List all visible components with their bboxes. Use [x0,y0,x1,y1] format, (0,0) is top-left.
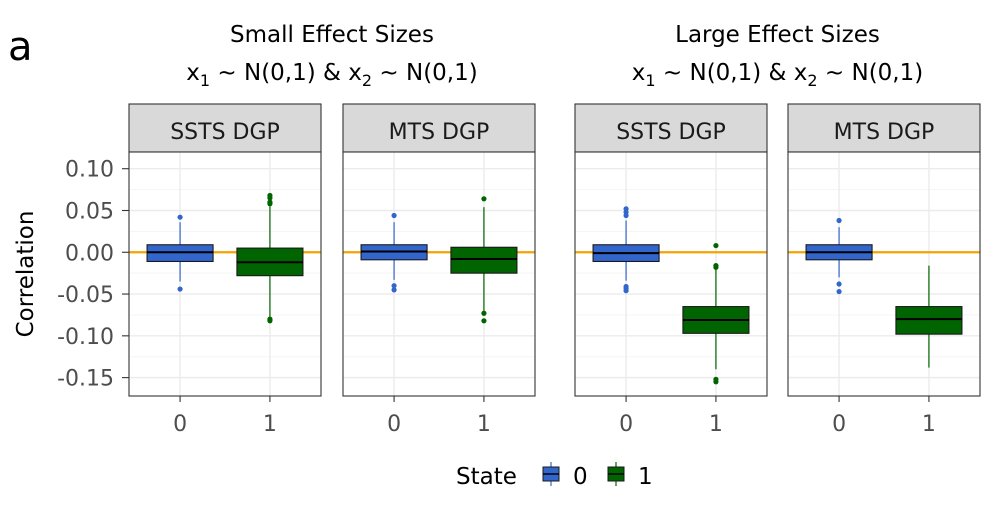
group-subtitle: x1 ~ N(0,1) & x2 ~ N(0,1) [632,60,923,90]
y-axis-title: Correlation [13,211,39,338]
panel-border [574,151,768,397]
y-tick-label: 0.00 [65,241,114,266]
y-tick-label: 0.10 [65,158,114,183]
box-iqr [895,306,963,335]
outlier-point [177,286,183,292]
x2-distribution: ~ N(0,1) [372,60,478,86]
y-tick-label: 0.05 [65,199,114,224]
facet-panel: MTS DGP 0 1 [342,103,536,437]
outlier-point [267,195,273,201]
outlier-point [481,318,487,324]
facet-panel: SSTS DGP 0 1 [128,103,322,437]
legend-key-0 [542,462,560,486]
outlier-point [836,281,842,287]
legend-label: 0 [573,464,588,490]
outlier-point [391,287,397,293]
x-tick-label: 1 [263,412,277,437]
facet-strip-label: MTS DGP [834,120,935,145]
x-tick-label: 1 [922,412,936,437]
facet-strip-label: SSTS DGP [170,120,280,145]
x2-subscript: 2 [807,71,817,90]
x1-subscript: 1 [645,71,655,90]
facet-strip-label: MTS DGP [389,120,490,145]
panel-border [342,151,536,397]
outlier-point [267,318,273,324]
outlier-point [713,379,719,385]
x-tick-label: 0 [173,412,187,437]
legend-title: State [456,464,517,490]
outlier-point [177,214,183,220]
x-tick-label: 0 [387,412,401,437]
boxplot-state-1 [895,265,963,368]
outlier-point [836,217,842,224]
panel-border [128,151,322,397]
panel-border [787,151,981,397]
outlier-point [481,196,487,202]
outlier-point [391,212,397,219]
outlier-point [623,212,629,219]
facet-strip-label: SSTS DGP [616,120,726,145]
x2-distribution: ~ N(0,1) [818,60,924,86]
panel-tag: a [8,24,33,70]
x2-subscript: 2 [362,71,372,90]
y-tick-label: -0.10 [57,325,114,350]
boxplot-state-1 [236,192,304,324]
box-iqr [450,246,518,274]
x-tick-label: 0 [619,412,633,437]
group-title: Large Effect Sizes [675,22,880,48]
facet-panel: MTS DGP 0 1 [787,103,981,437]
x1-symbol: x [186,60,200,86]
facet-panel: SSTS DGP 0 1 [574,103,768,437]
x2-symbol: x [348,60,362,86]
plot-background [788,152,980,396]
outlier-point [481,310,487,316]
x1-distribution: ~ N(0,1) & [210,60,348,86]
boxplot-state-0 [360,212,428,293]
legend: State 0 1 [456,462,653,490]
x-tick-label: 0 [832,412,846,437]
x2-symbol: x [794,60,808,86]
group-subtitle: x1 ~ N(0,1) & x2 ~ N(0,1) [186,60,477,90]
x1-symbol: x [632,60,646,86]
boxplot-state-0 [592,206,660,294]
outlier-point [713,242,719,249]
outlier-point [267,201,273,207]
boxplot-state-0 [146,214,214,292]
outlier-point [713,264,719,270]
boxplot-state-0 [805,217,873,295]
facet-strip [787,103,981,153]
boxplot-state-1 [682,242,750,385]
x1-distribution: ~ N(0,1) & [656,60,794,86]
plot-background [343,152,535,396]
outlier-point [623,288,629,294]
group-title: Small Effect Sizes [230,22,434,48]
plot-background [575,152,767,396]
boxplot-state-1 [450,196,518,324]
outlier-point [836,288,842,295]
outlier-point [391,283,397,289]
legend-label: 1 [638,464,653,490]
facet-strip [574,103,768,153]
y-tick-label: -0.15 [57,367,114,392]
y-tick-label: -0.05 [57,283,114,308]
x-tick-label: 1 [709,412,723,437]
legend-key-1 [607,462,625,486]
x-tick-label: 1 [477,412,491,437]
x1-subscript: 1 [200,71,210,90]
facet-strip [342,103,536,153]
